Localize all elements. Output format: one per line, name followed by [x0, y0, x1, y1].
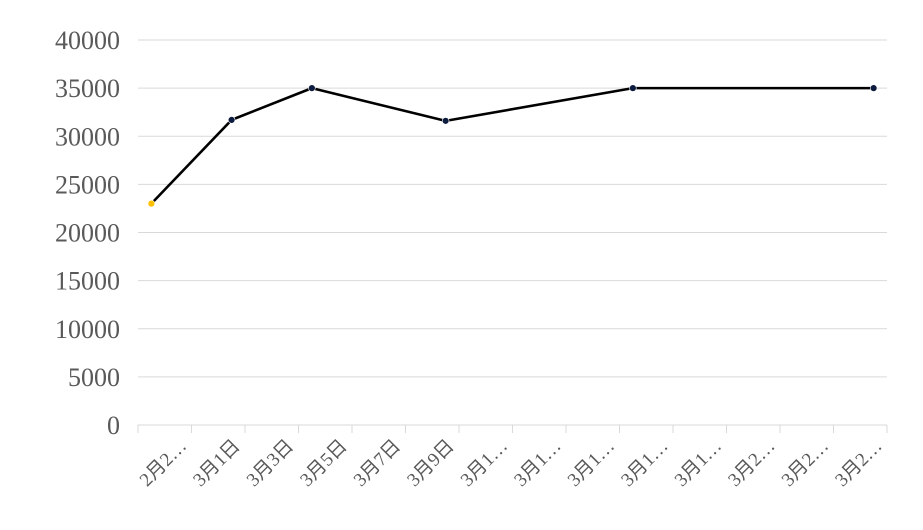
x-tick-label: 3月1… — [564, 436, 619, 491]
y-tick-label-35000: 35000 — [55, 74, 120, 103]
y-tick-label-5000: 5000 — [68, 363, 120, 392]
x-tick-label: 3月3日 — [243, 436, 298, 491]
x-tick-label: 3月1… — [457, 436, 512, 491]
x-tick-label: 3月9日 — [403, 436, 458, 491]
x-tick-label: 3月1日 — [189, 436, 244, 491]
x-tick-label: 3月2… — [831, 436, 886, 491]
data-point — [308, 84, 316, 92]
data-point — [441, 117, 450, 125]
x-tick-label: 3月2… — [724, 436, 779, 491]
x-tick-label: 3月5日 — [296, 436, 351, 491]
y-axis: 0 5000 10000 15000 20000 25000 30000 35000 40000 — [55, 26, 120, 440]
x-tick-label: 3月7日 — [350, 436, 405, 491]
data-point — [147, 199, 156, 208]
series-layer — [147, 84, 878, 208]
x-axis: 2月2…3月1日3月3日3月5日3月7日3月9日3月1…3月1…3月1…3月1…… — [136, 424, 888, 491]
y-tick-label-25000: 25000 — [55, 170, 120, 199]
y-tick-label-10000: 10000 — [55, 315, 120, 344]
y-tick-label-30000: 30000 — [55, 122, 120, 151]
data-point — [227, 116, 236, 124]
gridlines — [138, 39, 887, 378]
x-tick-label: 3月1… — [510, 436, 565, 491]
x-tick-label: 3月2… — [778, 436, 833, 491]
y-tick-label-15000: 15000 — [55, 267, 120, 296]
x-tick-label: 2月2… — [136, 436, 191, 491]
x-tick-label: 3月1… — [671, 436, 726, 491]
data-point — [869, 84, 878, 92]
data-point — [629, 84, 637, 92]
y-tick-label-40000: 40000 — [55, 26, 120, 55]
y-tick-label-20000: 20000 — [55, 219, 120, 248]
series-line — [150, 86, 874, 205]
x-tick-label: 3月1… — [617, 436, 672, 491]
y-tick-label-0: 0 — [107, 411, 120, 440]
